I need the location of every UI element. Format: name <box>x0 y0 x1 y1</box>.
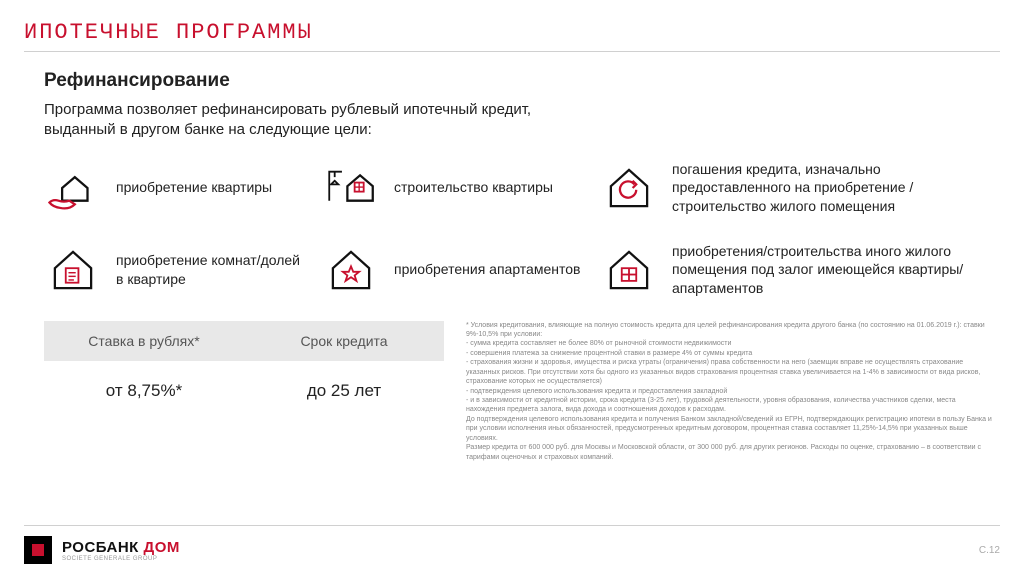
section-title: Рефинансирование <box>44 70 1000 92</box>
hand-house-icon <box>44 159 102 217</box>
table-header-cell: Срок кредита <box>244 321 444 361</box>
page-number: С.12 <box>979 545 1000 556</box>
purpose-item: погашения кредита, изначально предоставл… <box>600 159 1000 217</box>
purpose-label: погашения кредита, изначально предоставл… <box>672 160 1000 215</box>
footer: РОСБАНК ДОМ SOCIETE GENERALE GROUP С.12 <box>0 525 1024 574</box>
purpose-item: приобретения/строительства иного жилого … <box>600 241 1000 299</box>
refresh-house-icon <box>600 159 658 217</box>
crane-house-icon <box>322 159 380 217</box>
terms-table: Ставка в рублях* Срок кредита от 8,75%* … <box>44 321 444 417</box>
title-divider <box>24 51 1000 52</box>
doc-house-icon <box>44 241 102 299</box>
purpose-label: приобретение комнат/долей в квартире <box>116 251 304 287</box>
table-cell: до 25 лет <box>244 361 444 417</box>
purpose-item: приобретение квартиры <box>44 159 304 217</box>
window-house-icon <box>600 241 658 299</box>
logo-mark <box>24 536 52 564</box>
section-description: Программа позволяет рефинансировать рубл… <box>44 100 604 141</box>
purpose-label: приобретения/строительства иного жилого … <box>672 242 1000 297</box>
table-header-cell: Ставка в рублях* <box>44 321 244 361</box>
purpose-item: приобретение комнат/долей в квартире <box>44 241 304 299</box>
purpose-item: приобретения апартаментов <box>322 241 582 299</box>
table-cell: от 8,75%* <box>44 361 244 417</box>
page-title: ИПОТЕЧНЫЕ ПРОГРАММЫ <box>24 20 1000 45</box>
logo: РОСБАНК ДОМ SOCIETE GENERALE GROUP <box>24 536 180 564</box>
purpose-label: строительство квартиры <box>394 178 553 196</box>
star-house-icon <box>322 241 380 299</box>
footer-divider <box>24 525 1000 526</box>
purpose-label: приобретение квартиры <box>116 178 272 196</box>
table-header-row: Ставка в рублях* Срок кредита <box>44 321 444 361</box>
table-row: от 8,75%* до 25 лет <box>44 361 444 417</box>
fineprint: * Условия кредитования, влияющие на полн… <box>466 321 1000 463</box>
purposes-grid: приобретение квартиры строительство квар… <box>44 159 1000 299</box>
logo-subline: SOCIETE GENERALE GROUP <box>62 556 180 562</box>
purpose-label: приобретения апартаментов <box>394 260 580 278</box>
logo-name: РОСБАНК ДОМ <box>62 539 180 556</box>
purpose-item: строительство квартиры <box>322 159 582 217</box>
